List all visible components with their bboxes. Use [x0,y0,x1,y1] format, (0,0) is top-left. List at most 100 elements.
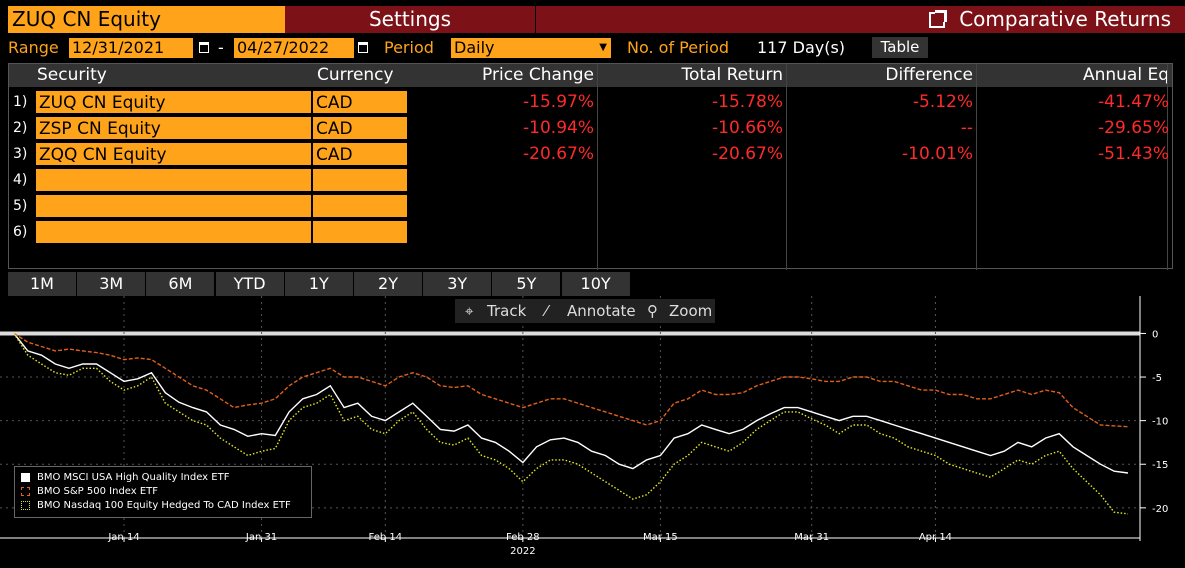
total-return-cell [597,194,786,218]
settings-button[interactable]: Settings [285,6,535,33]
period-button-3m[interactable]: 3M [77,272,146,296]
difference-cell: -10.01% [902,144,973,164]
returns-table: Security Currency Price Change Total Ret… [8,63,1173,270]
difference-cell: -5.12% [912,92,973,112]
currency-cell[interactable]: CAD [312,142,408,166]
row-index: 3) [13,146,28,162]
top-bar: ZUQ CN Equity Settings Comparative Retur… [0,0,1185,33]
pencil-icon[interactable]: ⁄ [545,302,548,320]
legend-label: BMO S&P 500 Index ETF [37,486,159,497]
legend-entry: BMO S&P 500 Index ETF [21,485,305,499]
price-change-cell [408,220,597,244]
period-button-1m[interactable]: 1M [8,272,76,296]
column-divider [976,64,977,270]
price-change-cell: -10.94% [523,118,594,138]
security-cell[interactable] [35,168,312,192]
page-title: Comparative Returns [959,7,1171,31]
zoom-button[interactable]: Zoom [669,302,713,320]
price-change-cell: -15.97% [523,92,594,112]
security-cell[interactable]: ZUQ CN Equity [35,90,312,114]
range-label: Range [8,38,59,57]
y-tick-label: -20 [1152,504,1168,515]
calendar-icon[interactable] [199,42,209,53]
total-return-cell [597,168,786,192]
period-label: Period [384,38,434,57]
row-index: 2) [13,120,28,136]
range-dash: - [218,38,224,57]
period-button-5y[interactable]: 5Y [492,272,561,296]
difference-cell [786,220,976,244]
period-value: Daily [454,38,495,57]
row-index: 6) [13,224,28,240]
period-button-6m[interactable]: 6M [146,272,215,296]
header-price-change[interactable]: Price Change [408,64,597,87]
legend-label: BMO Nasdaq 100 Equity Hedged To CAD Inde… [37,500,291,511]
chart-toolbar: ⌖ Track ⁄ Annotate ⚲ Zoom [455,299,715,323]
y-tick-label: -15 [1152,460,1168,471]
period-button-3y[interactable]: 3Y [423,272,492,296]
difference-cell [786,194,976,218]
security-field[interactable]: ZUQ CN Equity [8,6,285,33]
currency-cell[interactable] [312,194,408,218]
period-button-ytd[interactable]: YTD [215,272,284,296]
legend-label: BMO MSCI USA High Quality Index ETF [37,472,230,483]
no-period-label: No. of Period [627,38,730,57]
period-button-2y[interactable]: 2Y [354,272,422,296]
period-select[interactable]: Daily ▼ [451,38,611,58]
security-cell[interactable]: ZQQ CN Equity [35,142,312,166]
currency-cell[interactable] [312,220,408,244]
header-annual-eq[interactable]: Annual Eq [976,64,1172,87]
legend-swatch [21,473,30,482]
annotate-button[interactable]: Annotate [567,302,636,320]
crosshair-icon[interactable]: ⌖ [465,302,474,320]
header-security[interactable]: Security [9,64,312,87]
currency-cell[interactable]: CAD [312,116,408,140]
period-button-10y[interactable]: 10Y [561,272,630,296]
security-cell[interactable] [35,220,312,244]
x-year-label: 2022 [510,546,535,557]
period-button-1y[interactable]: 1Y [284,272,353,296]
difference-cell [786,168,976,192]
row-index: 5) [13,198,28,214]
y-tick-label: -10 [1152,417,1168,428]
magnifier-icon[interactable]: ⚲ [647,302,658,320]
total-return-cell: -10.66% [712,118,783,138]
y-tick-label: -5 [1152,373,1162,384]
calendar-icon[interactable] [358,42,368,53]
no-period-value: 117 Day(s) [757,38,846,57]
chevron-down-icon: ▼ [599,42,607,53]
header-total-return[interactable]: Total Return [597,64,786,87]
currency-cell[interactable] [312,168,408,192]
table-button[interactable]: Table [872,37,928,58]
total-return-cell: -20.67% [712,144,783,164]
difference-cell: -- [960,118,973,138]
security-cell[interactable]: ZSP CN Equity [35,116,312,140]
security-cell[interactable] [35,194,312,218]
y-tick-label: 0 [1152,329,1158,340]
column-divider [597,64,598,270]
end-date-field[interactable]: 04/27/2022 [234,38,354,58]
annual-eq-cell [976,220,1172,244]
annual-eq-cell: -41.47% [1098,92,1169,112]
row-index: 1) [13,94,28,110]
start-date-field[interactable]: 12/31/2021 [69,38,193,58]
header-currency[interactable]: Currency [312,64,408,87]
legend-entry: BMO MSCI USA High Quality Index ETF [21,471,305,485]
external-link-icon[interactable] [929,10,948,28]
currency-cell[interactable]: CAD [312,90,408,114]
track-button[interactable]: Track [487,302,527,320]
legend-swatch [21,501,30,510]
row-index: 4) [13,172,28,188]
chart-legend: BMO MSCI USA High Quality Index ETF BMO S… [14,466,312,518]
price-change-cell: -20.67% [523,144,594,164]
legend-swatch [21,487,30,496]
annual-eq-cell [976,168,1172,192]
legend-entry: BMO Nasdaq 100 Equity Hedged To CAD Inde… [21,499,305,513]
column-divider [786,64,787,270]
period-buttons: 1M 3M 6M YTD 1Y 2Y 3Y 5Y 10Y [0,272,1185,296]
title-bar: Comparative Returns [536,6,1185,33]
header-difference[interactable]: Difference [786,64,976,87]
annual-eq-cell [976,194,1172,218]
price-change-cell [408,194,597,218]
